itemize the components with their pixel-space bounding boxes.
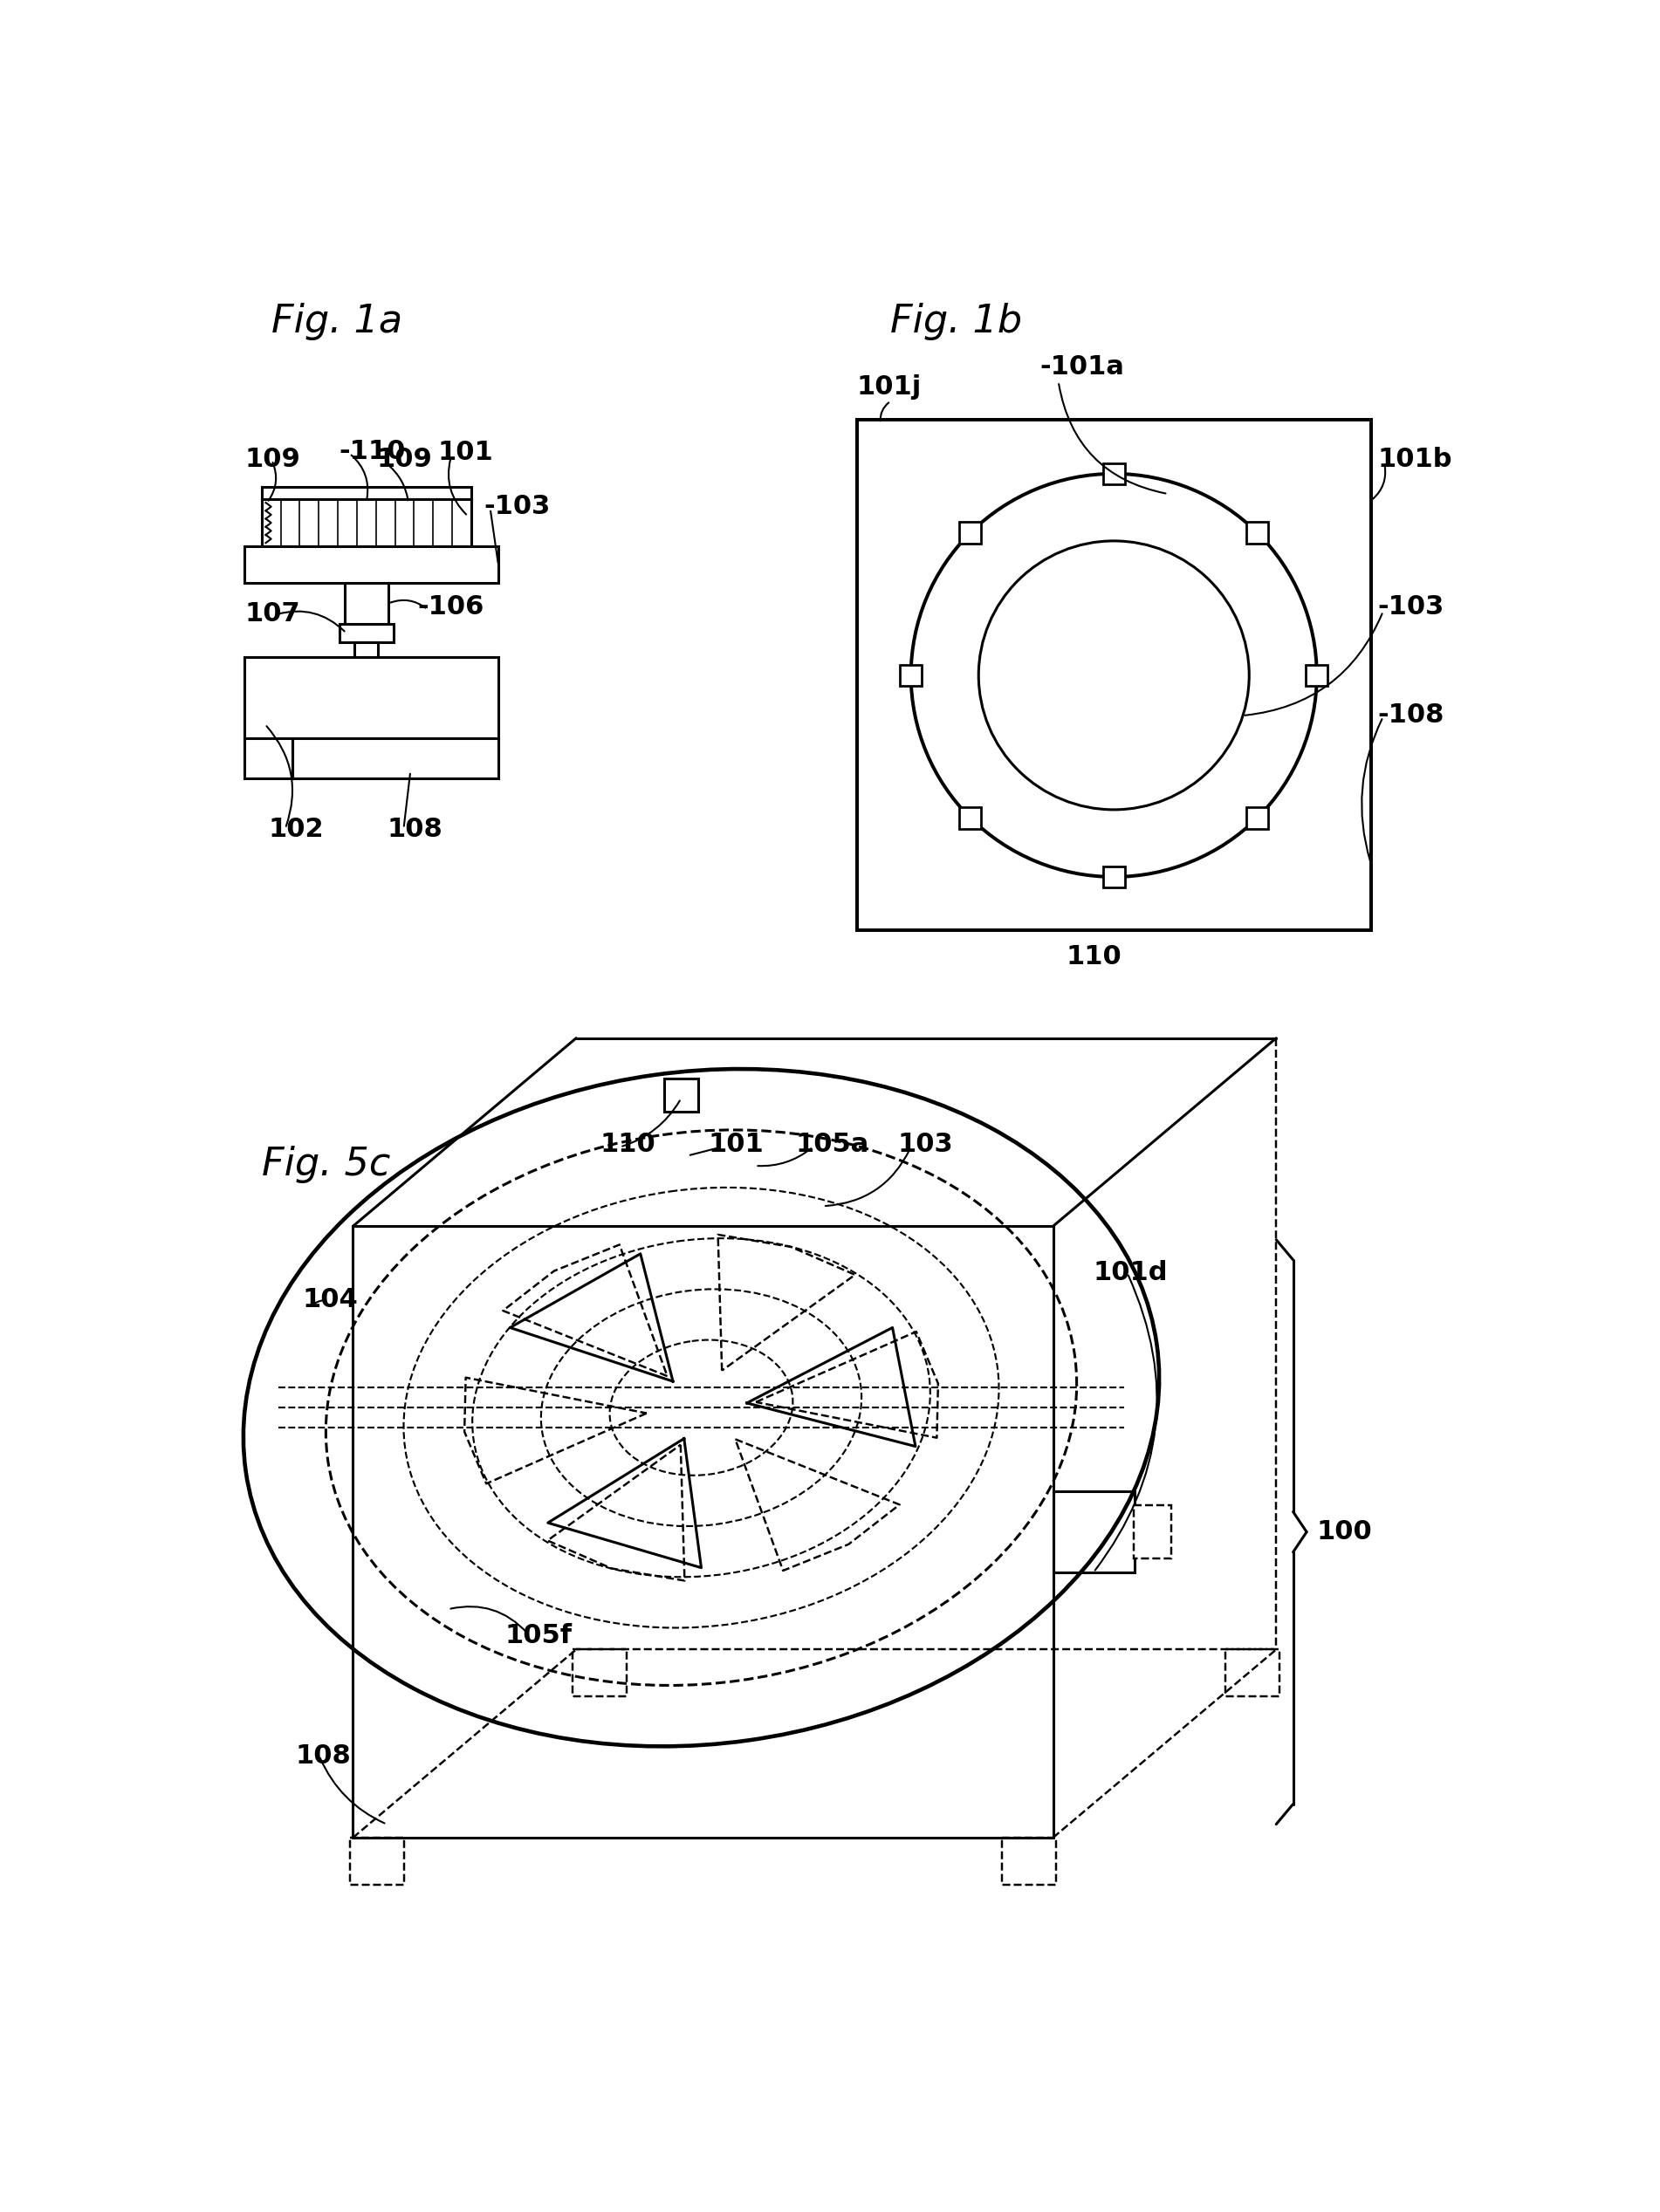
Bar [1306, 664, 1328, 686]
Bar [959, 522, 981, 544]
Text: -103: -103 [1378, 595, 1444, 619]
Bar [292, 739, 498, 779]
Text: -110: -110 [339, 438, 407, 465]
Bar [1247, 522, 1268, 544]
Bar [355, 641, 378, 657]
Text: 108: 108 [295, 1743, 350, 1770]
Text: 105f: 105f [505, 1624, 573, 1648]
Text: 101: 101 [438, 440, 493, 465]
Text: 100: 100 [1316, 1520, 1373, 1544]
Text: 103: 103 [898, 1133, 953, 1157]
Text: 101: 101 [709, 1133, 764, 1157]
Text: 109: 109 [377, 447, 432, 471]
Text: Fig. 5c: Fig. 5c [262, 1146, 390, 1183]
Bar [339, 624, 393, 641]
Bar [1052, 1491, 1134, 1573]
Text: Fig. 1a: Fig. 1a [272, 303, 403, 341]
Circle shape [911, 473, 1316, 876]
Text: -101a: -101a [1039, 354, 1124, 380]
Bar [900, 664, 921, 686]
Text: 101d: 101d [1094, 1261, 1169, 1285]
Text: 101b: 101b [1378, 447, 1452, 471]
Bar [262, 500, 471, 546]
Bar [350, 1838, 403, 1885]
Text: 107: 107 [244, 602, 300, 626]
Text: 109: 109 [244, 447, 300, 471]
Text: 105a: 105a [795, 1133, 870, 1157]
Text: 101j: 101j [857, 374, 921, 400]
Text: -106: -106 [417, 595, 483, 619]
Text: -108: -108 [1378, 701, 1444, 728]
Bar [573, 1650, 627, 1697]
Bar [1134, 1504, 1172, 1559]
Bar [664, 1079, 697, 1113]
Text: 108: 108 [387, 816, 442, 843]
Text: 104: 104 [302, 1287, 359, 1312]
Bar [1003, 1838, 1056, 1885]
Bar [262, 487, 471, 500]
Circle shape [979, 542, 1248, 810]
Bar [244, 546, 498, 584]
Text: 110: 110 [599, 1133, 656, 1157]
Bar [244, 657, 498, 779]
Bar [345, 584, 388, 624]
Text: 110: 110 [1066, 945, 1122, 969]
Bar [1247, 807, 1268, 830]
Bar [1102, 462, 1125, 484]
Bar [1102, 867, 1125, 887]
Bar [857, 420, 1371, 931]
Bar [1225, 1650, 1280, 1697]
Text: 102: 102 [269, 816, 324, 843]
Text: -103: -103 [483, 493, 549, 520]
Text: Fig. 1b: Fig. 1b [891, 303, 1023, 341]
Bar [959, 807, 981, 830]
